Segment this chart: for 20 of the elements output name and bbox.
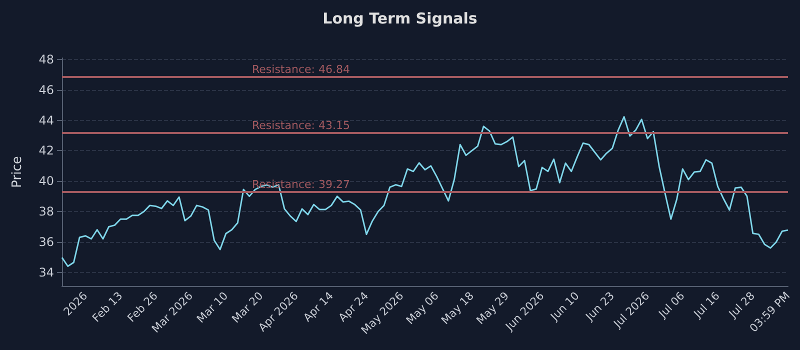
x-tick-label: Feb 13	[90, 289, 126, 325]
line-series	[61, 116, 789, 267]
x-tick-label: Jul 16	[690, 289, 722, 322]
ref-line-label: Resistance: 39.27	[252, 178, 350, 192]
y-tick-label: 42	[38, 144, 54, 158]
x-tick-label: Mar 10	[194, 289, 231, 326]
x-tick-label: Jul 06	[656, 289, 688, 322]
y-tick-label: 44	[38, 113, 54, 128]
ref-line-label: Resistance: 46.84	[252, 63, 350, 76]
y-tick-label: 36	[38, 234, 54, 249]
y-tick-label: 46	[38, 82, 54, 97]
y-tick-label: 34	[38, 265, 54, 280]
y-tick-label: 48	[38, 52, 54, 67]
y-tick-label: 38	[38, 204, 54, 219]
x-tick-label: Apr 14	[300, 289, 336, 324]
x-tick-label: Jun 10	[547, 289, 582, 324]
y-tick-label: 40	[38, 174, 54, 188]
y-axis-title: Price	[10, 156, 25, 188]
ref-line-label: Resistance: 43.15	[252, 119, 350, 132]
chart-title: Long Term Signals	[322, 10, 478, 28]
